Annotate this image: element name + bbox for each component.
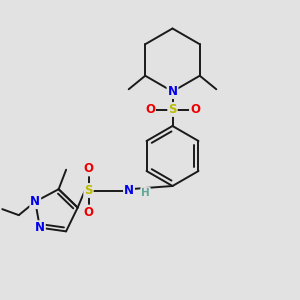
Text: S: S — [84, 184, 93, 197]
Text: N: N — [167, 85, 178, 98]
Text: N: N — [124, 184, 134, 197]
Text: O: O — [83, 162, 94, 176]
Text: S: S — [168, 103, 177, 116]
Text: H: H — [141, 188, 150, 198]
Text: O: O — [145, 103, 155, 116]
Text: O: O — [190, 103, 200, 116]
Text: N: N — [30, 195, 40, 208]
Text: O: O — [83, 206, 94, 219]
Text: N: N — [35, 221, 45, 234]
